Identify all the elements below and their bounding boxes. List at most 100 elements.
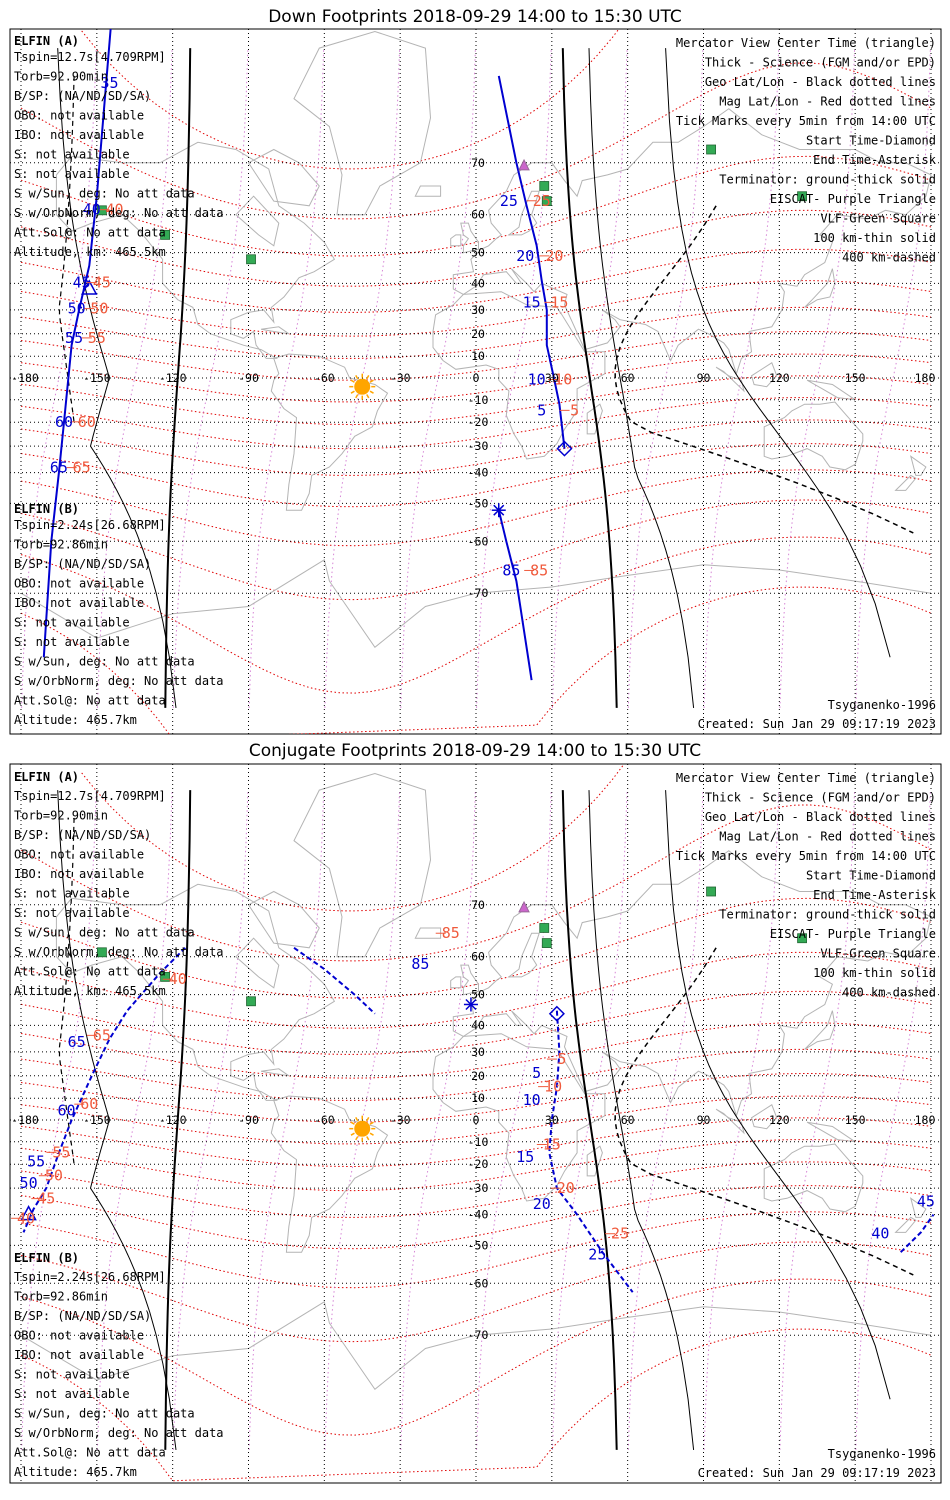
legend-item: Start Time-Diamond <box>806 134 936 148</box>
lon-tick-label: -60 <box>314 371 335 385</box>
track-label: 60 <box>57 1102 75 1120</box>
footprint-tracks <box>20 946 935 1293</box>
mag-lat-line <box>20 1048 932 1101</box>
track-label: 5 <box>532 1064 541 1082</box>
track-label: 20 <box>557 1179 575 1197</box>
elfin-b-info-line: Altitude: 465.7km <box>14 713 137 727</box>
terminator-line <box>57 790 177 1450</box>
track-label: 40 <box>105 201 123 219</box>
coastline <box>507 932 540 978</box>
vlf-square <box>541 196 552 206</box>
coastline <box>432 291 606 460</box>
elfin-a-info-line: B/SP: (NA/ND/SD/SA) <box>14 89 151 103</box>
coastline <box>750 1104 778 1130</box>
sun-ray <box>350 1132 355 1136</box>
axis-tick-labels: -180 -150 -120 -90 -60 -30 0 30 60 90 120 150 180 70 6… <box>11 898 935 1342</box>
coastline <box>450 976 462 989</box>
legend-item: Mercator View Center Time (triangle) <box>676 36 936 50</box>
lat-tick-label: -60 <box>468 534 489 548</box>
legend-item: Thick - Science (FGM and/or EPD) <box>705 56 936 70</box>
coastline <box>763 1143 864 1213</box>
coastline <box>894 474 917 491</box>
track-label: 20 <box>516 247 534 265</box>
legend-item: Terminator: ground-thick solid <box>719 173 936 187</box>
lon-tick-label: 90 <box>697 371 711 385</box>
lat-tick-label: 10 <box>471 349 485 363</box>
mag-lat-line <box>20 1072 932 1123</box>
elfin-b-info-line: Torb=92.86min <box>14 538 108 552</box>
track-label: 45 <box>73 274 91 292</box>
track-label: 65 <box>68 1033 86 1051</box>
mag-lat-line <box>20 353 932 403</box>
elfin-b-name: ELFIN (B) <box>14 502 79 516</box>
lat-tick-label: -40 <box>468 1208 489 1222</box>
vlf-square <box>706 886 716 897</box>
vlf-square <box>96 947 107 958</box>
coastline <box>261 1068 290 1077</box>
lon-tick-label: -90 <box>238 371 259 385</box>
elfin-a-track <box>497 75 566 449</box>
track-label: 65 <box>73 459 91 477</box>
legend-item: 100 km-thin solid <box>813 966 936 980</box>
elfin-a-track <box>42 29 112 658</box>
mag-lat-line <box>81 764 625 912</box>
terminator-line <box>665 48 891 658</box>
terminator-line <box>561 790 618 1450</box>
sun-ray <box>355 394 359 399</box>
coastline <box>452 108 932 376</box>
track-label: 5 <box>557 1050 566 1068</box>
legend-item: VLF-Green Square <box>820 212 936 226</box>
vlf-square <box>797 933 807 944</box>
track-label: 60 <box>78 413 96 431</box>
sun-icon <box>354 1120 371 1137</box>
coastline <box>715 1108 745 1135</box>
mag-lat-line <box>20 586 932 734</box>
coastline <box>806 1121 856 1143</box>
lon-tick-label: 150 <box>845 1113 866 1127</box>
terminator-line <box>561 48 618 708</box>
lon-tick-label: -90 <box>238 1113 259 1127</box>
lat-tick-label: 50 <box>471 988 485 1002</box>
lat-tick-label: 40 <box>471 1018 485 1032</box>
terminator-line <box>164 790 192 1450</box>
mag-lat-line <box>20 469 932 547</box>
vlf-square <box>706 144 716 155</box>
vlf-square <box>797 191 807 202</box>
coastline <box>293 772 432 958</box>
terminator-line <box>588 48 695 708</box>
coastline <box>909 455 927 476</box>
coastline <box>432 1033 606 1202</box>
track-label: 25 <box>588 1245 606 1263</box>
sun-icon <box>354 378 371 395</box>
elfin-a-info-line: S: not available <box>14 887 130 901</box>
elfin-b-info-line: S w/Sun, deg: No att data <box>14 655 195 669</box>
vlf-square <box>246 996 256 1007</box>
mag-lat-line <box>20 1328 932 1482</box>
terminator-line <box>665 790 891 1400</box>
coastline <box>460 964 479 996</box>
elfin-b-info: ELFIN (B) Tspin=2.24s[26.68RPM] Torb=92.8… <box>14 502 224 727</box>
lat-tick-label: 20 <box>471 1069 485 1083</box>
lat-tick-label: 40 <box>471 276 485 290</box>
lon-tick-label: -150 <box>83 1113 111 1127</box>
coastline <box>293 30 432 216</box>
coastlines <box>20 30 932 649</box>
track-label: 15 <box>516 1148 534 1166</box>
model-name: Tsyganenko-1996 <box>828 1447 936 1461</box>
start-diamond <box>556 440 573 457</box>
lon-tick-label: 0 <box>473 1113 480 1127</box>
sun-ray <box>355 1117 359 1122</box>
coastline <box>235 937 280 989</box>
elfin-b-info-line: S: not available <box>14 635 130 649</box>
center-triangle <box>80 279 98 295</box>
end-asterisk <box>465 998 477 1011</box>
coastline <box>414 185 442 197</box>
lon-tick-label: -180 <box>11 1113 39 1127</box>
mag-lat-line <box>20 1139 932 1192</box>
end-asterisk <box>493 504 505 516</box>
coastline <box>586 1145 603 1177</box>
map-legend: Mercator View Center Time (triangle) Thic… <box>676 771 937 1000</box>
